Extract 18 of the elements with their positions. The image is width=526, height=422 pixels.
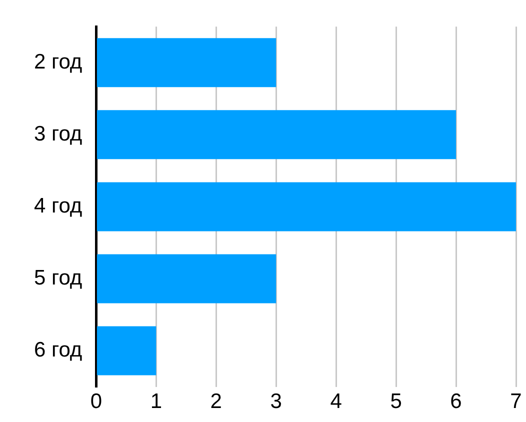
y-tick-label: 2 год — [34, 50, 82, 74]
y-tick-label: 3 год — [34, 122, 82, 146]
x-tick-label: 3 — [270, 390, 282, 414]
x-tick-label: 4 — [330, 390, 342, 414]
bar — [96, 326, 156, 376]
bar — [96, 254, 276, 304]
y-tick-label: 4 год — [34, 194, 82, 218]
bar — [96, 110, 456, 160]
x-tick-label: 7 — [510, 390, 522, 414]
x-tick-label: 2 — [210, 390, 222, 414]
x-tick-label: 0 — [90, 390, 102, 414]
y-tick-label: 5 год — [34, 266, 82, 290]
y-tick-label: 6 год — [34, 338, 82, 362]
bar — [96, 38, 276, 88]
x-tick-label: 1 — [150, 390, 162, 414]
bar — [96, 182, 516, 232]
x-tick-label: 5 — [390, 390, 402, 414]
x-tick-label: 6 — [450, 390, 462, 414]
